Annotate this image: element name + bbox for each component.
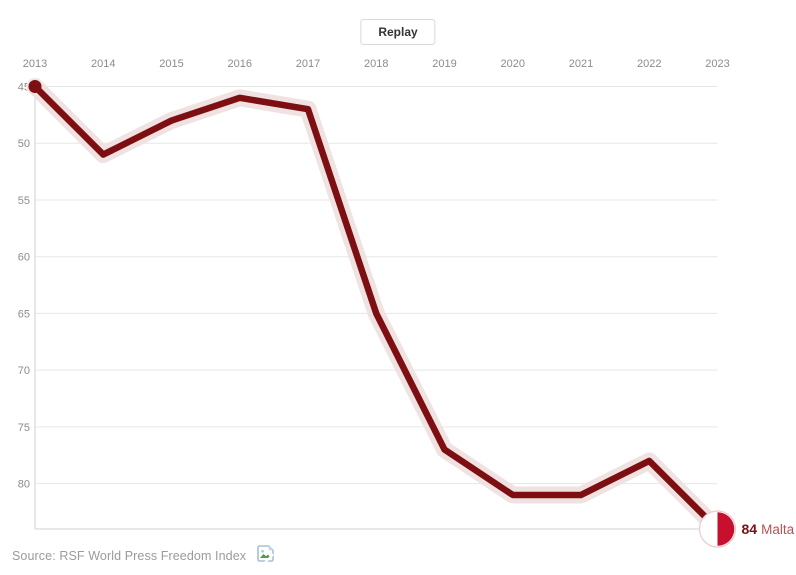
- y-axis-tick-label: 55: [18, 195, 30, 207]
- series-start-marker: [28, 80, 42, 93]
- end-label-rank: 84: [742, 521, 758, 537]
- y-axis-tick-label: 50: [18, 138, 30, 150]
- y-axis-tick-label: 60: [18, 252, 30, 264]
- series-end-label: 84 Malta: [742, 521, 795, 537]
- x-axis-year-label: 2019: [432, 58, 456, 70]
- x-axis-year-label: 2015: [159, 58, 183, 70]
- broken-image-icon: [257, 545, 276, 567]
- y-axis-tick-label: 65: [18, 308, 30, 320]
- x-axis-year-label: 2013: [23, 58, 47, 70]
- x-axis-year-label: 2022: [637, 58, 661, 70]
- x-axis-year-label: 2018: [364, 58, 388, 70]
- half-progress-fill: [717, 512, 735, 546]
- y-axis-tick-label: 80: [18, 479, 30, 491]
- end-label-country: Malta: [761, 522, 795, 537]
- x-axis-year-label: 2020: [501, 58, 525, 70]
- source-text: Source: RSF World Press Freedom Index: [12, 549, 247, 563]
- series-line-malta: [31, 83, 721, 533]
- replay-button[interactable]: Replay: [360, 19, 436, 45]
- x-axis-year-label: 2021: [569, 58, 593, 70]
- y-axis-tick-label: 70: [18, 365, 30, 377]
- x-axis-year-label: 2017: [296, 58, 320, 70]
- x-axis-year-label: 2016: [228, 58, 252, 70]
- source-row: Source: RSF World Press Freedom Index: [12, 545, 276, 567]
- x-axis-year-label: 2023: [705, 58, 729, 70]
- x-axis-year-label: 2014: [91, 58, 115, 70]
- y-axis-tick-label: 75: [18, 422, 30, 434]
